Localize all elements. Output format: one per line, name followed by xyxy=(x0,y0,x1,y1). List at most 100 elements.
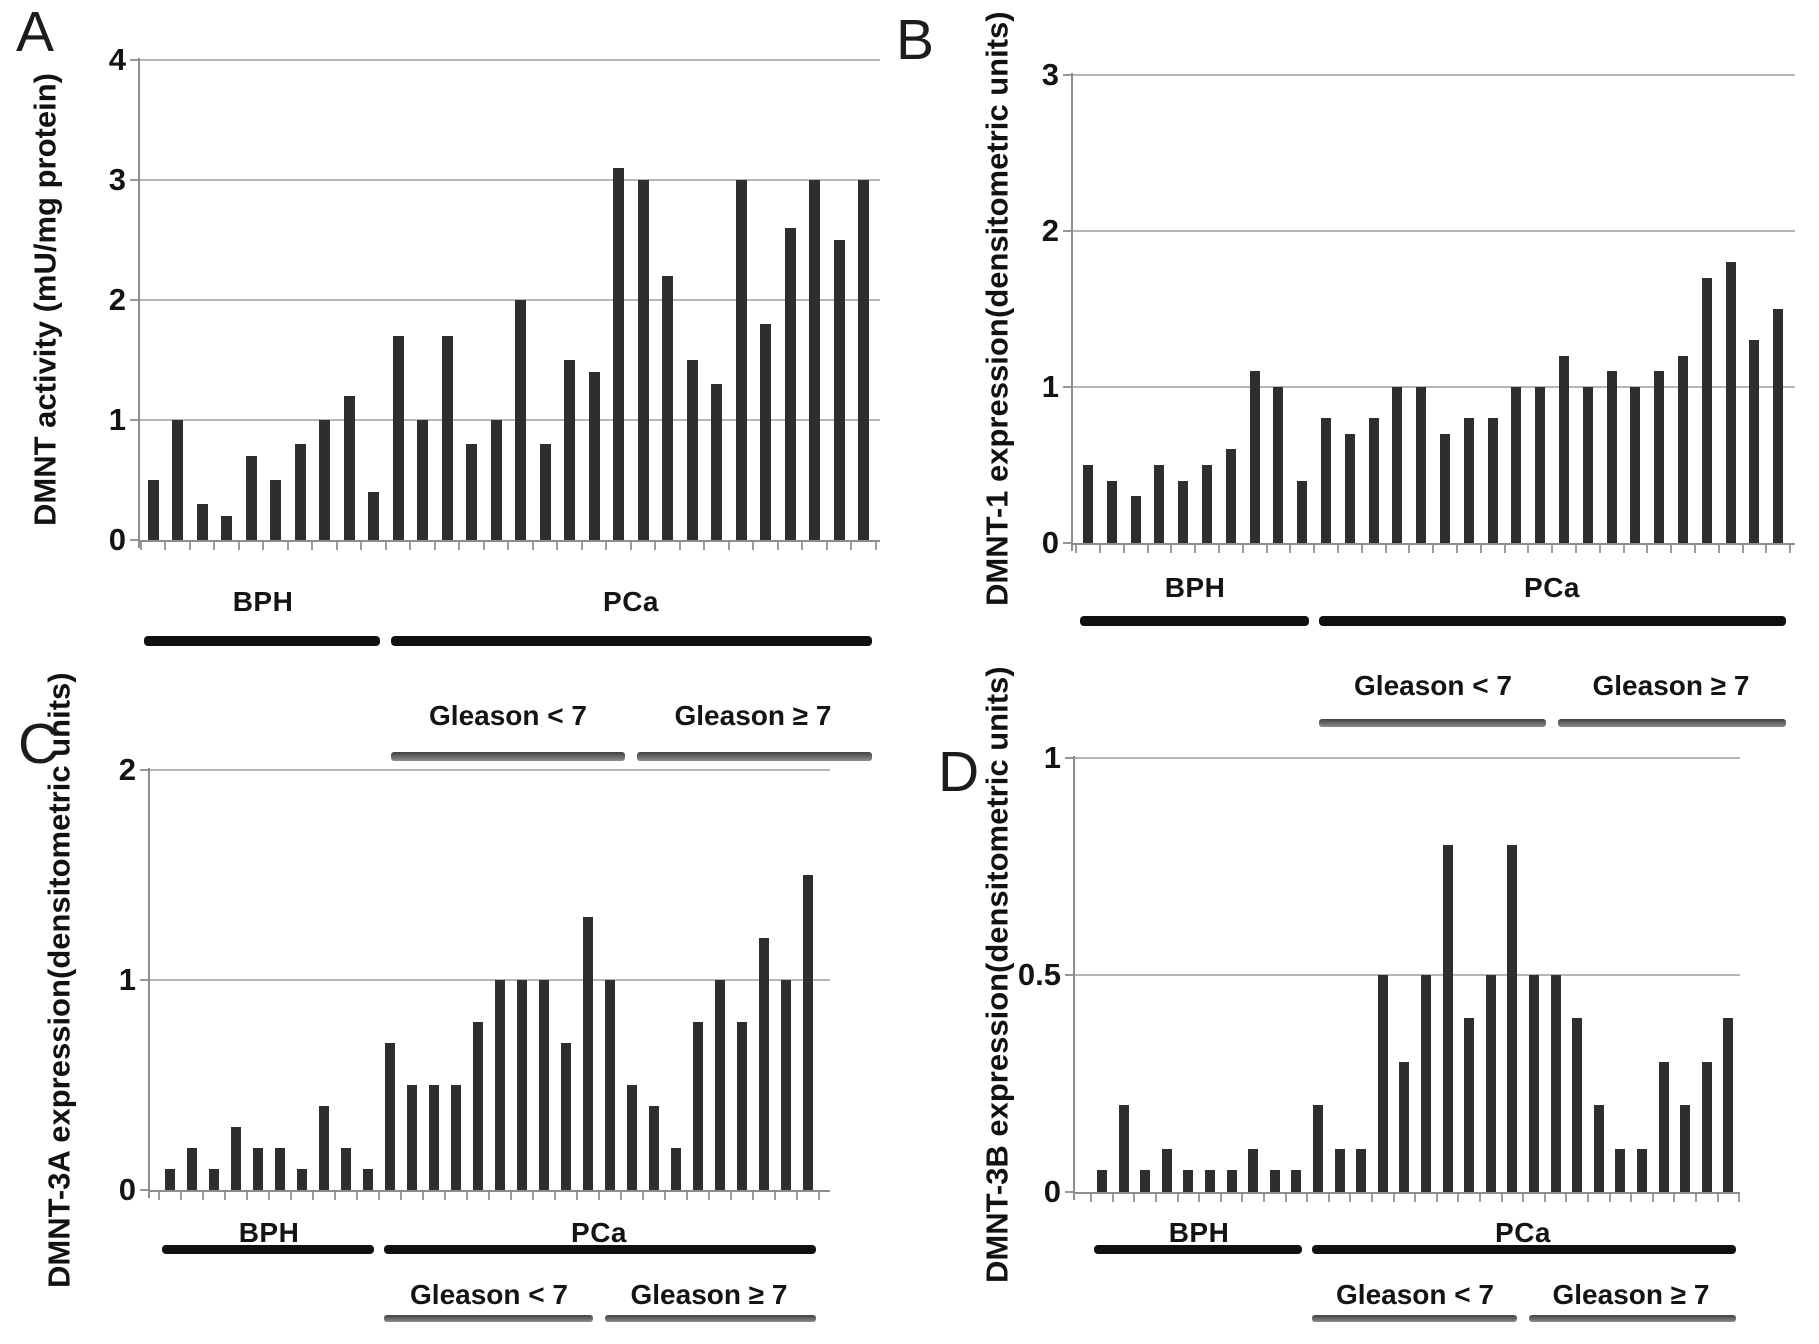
sample-bar xyxy=(165,1169,175,1190)
sample-bar xyxy=(253,1148,263,1190)
x-tick-mark xyxy=(605,542,607,550)
x-tick-mark xyxy=(1575,545,1577,553)
sample-bar xyxy=(540,444,551,540)
x-tick-mark xyxy=(642,1192,644,1200)
sample-bar xyxy=(1702,278,1712,543)
x-tick-mark xyxy=(796,1192,798,1200)
sample-bar xyxy=(1464,418,1474,543)
x-tick-mark xyxy=(1075,545,1077,553)
x-axis-line xyxy=(1073,1192,1740,1194)
x-tick-mark xyxy=(801,542,803,550)
subgroup-underline-gleason-ge7 xyxy=(1529,1315,1736,1322)
x-tick-mark xyxy=(262,542,264,550)
group-underline-bph xyxy=(1080,616,1309,626)
x-tick-mark xyxy=(400,1192,402,1200)
x-tick-mark xyxy=(1385,545,1387,553)
sample-bar xyxy=(1291,1170,1301,1192)
sample-bar xyxy=(1615,1149,1625,1192)
group-label-bph: BPH xyxy=(1164,572,1226,603)
x-tick-mark xyxy=(507,542,509,550)
sample-bar xyxy=(671,1148,681,1190)
x-tick-mark xyxy=(1112,1194,1114,1202)
group-label-pca: PCa xyxy=(603,586,659,617)
x-tick-mark xyxy=(213,542,215,550)
x-tick-mark xyxy=(1695,1194,1697,1202)
y-axis-title-line: (densitometric units) xyxy=(979,666,1015,974)
x-tick-mark xyxy=(1198,1194,1200,1202)
group-underline-bph xyxy=(162,1245,374,1254)
sample-bar xyxy=(834,240,845,540)
sample-bar xyxy=(1443,845,1453,1192)
gridline xyxy=(140,59,880,61)
x-tick-mark xyxy=(1306,1194,1308,1202)
subgroup-underline-gleason-ge7 xyxy=(637,752,872,761)
y-tick-label: 2 xyxy=(108,282,126,317)
x-tick-mark xyxy=(532,1192,534,1200)
y-axis-line xyxy=(1071,73,1073,551)
y-tick-mark xyxy=(140,769,149,771)
sample-bar xyxy=(638,180,649,540)
subgroup-underline-gleason-lt7 xyxy=(391,752,625,761)
x-tick-mark xyxy=(875,542,877,550)
sample-bar xyxy=(1154,465,1164,543)
group-underline-bph xyxy=(144,636,380,646)
x-tick-mark xyxy=(140,542,142,550)
sample-bar xyxy=(760,324,771,540)
sample-bar xyxy=(1227,1170,1237,1192)
sample-bar xyxy=(1464,1018,1474,1192)
sample-bar xyxy=(393,336,404,540)
sample-bar xyxy=(1178,481,1188,543)
sample-bar xyxy=(737,1022,747,1190)
sample-bar xyxy=(319,420,330,540)
sample-bar xyxy=(1723,1018,1733,1192)
y-tick-mark xyxy=(130,419,139,421)
x-tick-mark xyxy=(290,1192,292,1200)
x-tick-mark xyxy=(409,542,411,550)
subgroup-label-gleason-lt7: Gleason < 7 xyxy=(410,1279,568,1310)
x-tick-mark xyxy=(1501,1194,1503,1202)
panel-letter-d: D xyxy=(938,740,980,804)
sample-bar xyxy=(1535,387,1545,543)
sample-bar xyxy=(1356,1149,1366,1192)
y-tick-label: 1 xyxy=(118,962,136,997)
sample-bar xyxy=(693,1022,703,1190)
x-tick-mark xyxy=(385,542,387,550)
sample-bar xyxy=(417,420,428,540)
y-tick-label: 2 xyxy=(1041,213,1059,248)
x-tick-mark xyxy=(422,1192,424,1200)
sample-bar xyxy=(1680,1105,1690,1192)
sample-bar xyxy=(1511,387,1521,543)
sample-bar xyxy=(275,1148,285,1190)
gridline xyxy=(150,979,830,981)
x-tick-mark xyxy=(1328,1194,1330,1202)
sample-bar xyxy=(368,492,379,540)
sample-bar xyxy=(451,1085,461,1190)
x-tick-mark xyxy=(1599,545,1601,553)
x-tick-mark xyxy=(189,542,191,550)
sample-bar xyxy=(1486,975,1496,1192)
sample-bar xyxy=(1205,1170,1215,1192)
x-tick-mark xyxy=(334,1192,336,1200)
x-tick-mark xyxy=(1337,545,1339,553)
sample-bar xyxy=(473,1022,483,1190)
sample-bar xyxy=(858,180,869,540)
x-tick-mark xyxy=(434,542,436,550)
x-tick-mark xyxy=(598,1192,600,1200)
x-axis-line xyxy=(1071,543,1795,545)
sample-bar xyxy=(1097,1170,1107,1192)
y-tick-label: 4 xyxy=(108,42,126,77)
sample-bar xyxy=(1488,418,1498,543)
sample-bar xyxy=(539,980,549,1190)
x-tick-mark xyxy=(752,542,754,550)
x-axis-line xyxy=(148,1190,830,1192)
x-tick-mark xyxy=(1090,1194,1092,1202)
x-tick-mark xyxy=(1457,1194,1459,1202)
x-tick-mark xyxy=(1220,1194,1222,1202)
x-tick-mark xyxy=(679,542,681,550)
sample-bar xyxy=(736,180,747,540)
sample-bar xyxy=(1678,356,1688,543)
sample-bar xyxy=(1583,387,1593,543)
x-tick-mark xyxy=(532,542,534,550)
